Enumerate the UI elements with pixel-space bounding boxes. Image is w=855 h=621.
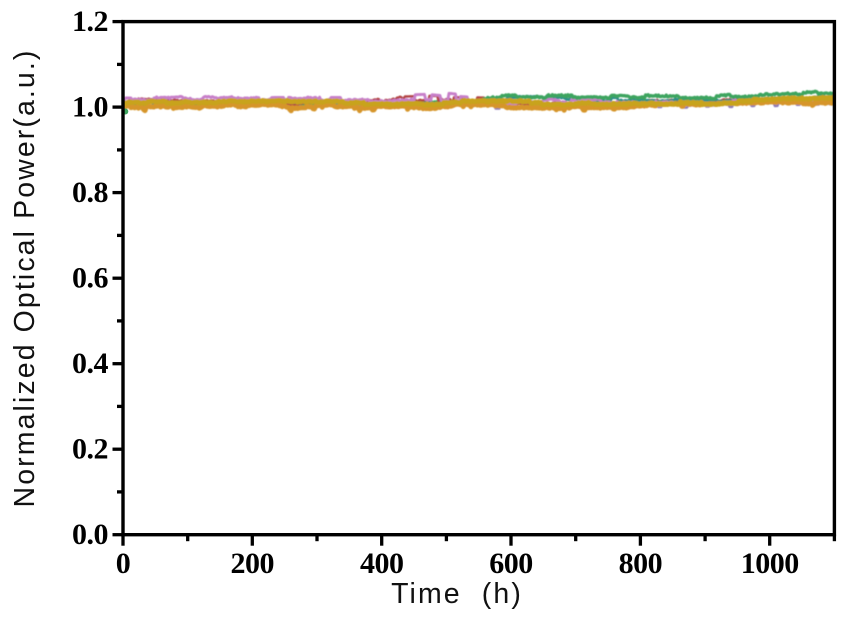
svg-text:0.8: 0.8: [72, 176, 108, 209]
svg-text:400: 400: [360, 547, 404, 580]
svg-text:1000: 1000: [741, 547, 799, 580]
svg-text:Time (h): Time (h): [391, 578, 523, 610]
svg-text:0.2: 0.2: [72, 433, 108, 466]
svg-text:1.0: 1.0: [72, 91, 108, 124]
svg-text:0: 0: [116, 547, 131, 580]
svg-text:800: 800: [619, 547, 663, 580]
svg-text:0.4: 0.4: [72, 347, 109, 380]
svg-text:1.2: 1.2: [72, 5, 108, 38]
svg-text:0.0: 0.0: [72, 518, 108, 551]
svg-text:200: 200: [231, 547, 275, 580]
svg-text:Normalized Optical Power(a.u.): Normalized Optical Power(a.u.): [9, 49, 41, 508]
svg-text:0.6: 0.6: [72, 262, 109, 295]
svg-text:600: 600: [489, 547, 533, 580]
